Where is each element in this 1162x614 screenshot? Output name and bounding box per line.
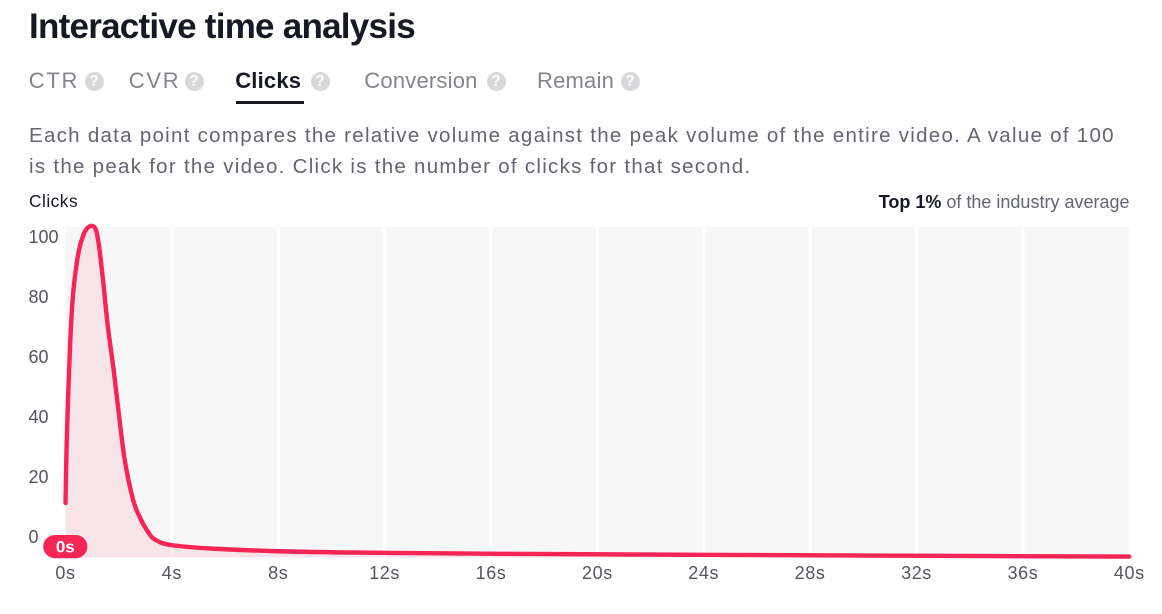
svg-text:8s: 8s — [268, 563, 288, 583]
svg-text:12s: 12s — [369, 563, 400, 583]
svg-text:4s: 4s — [162, 563, 182, 583]
svg-text:0: 0 — [29, 527, 39, 547]
svg-text:80: 80 — [29, 287, 49, 307]
svg-text:40: 40 — [29, 407, 49, 427]
svg-text:40s: 40s — [1114, 563, 1145, 583]
svg-text:0s: 0s — [56, 538, 75, 557]
svg-text:20: 20 — [29, 467, 49, 487]
svg-text:20s: 20s — [582, 563, 613, 583]
svg-text:100: 100 — [29, 227, 59, 247]
svg-text:28s: 28s — [795, 563, 826, 583]
svg-text:36s: 36s — [1007, 563, 1038, 583]
svg-text:16s: 16s — [476, 563, 507, 583]
svg-text:60: 60 — [29, 347, 49, 367]
svg-text:32s: 32s — [901, 563, 932, 583]
svg-text:24s: 24s — [688, 563, 719, 583]
svg-text:0s: 0s — [55, 563, 75, 583]
